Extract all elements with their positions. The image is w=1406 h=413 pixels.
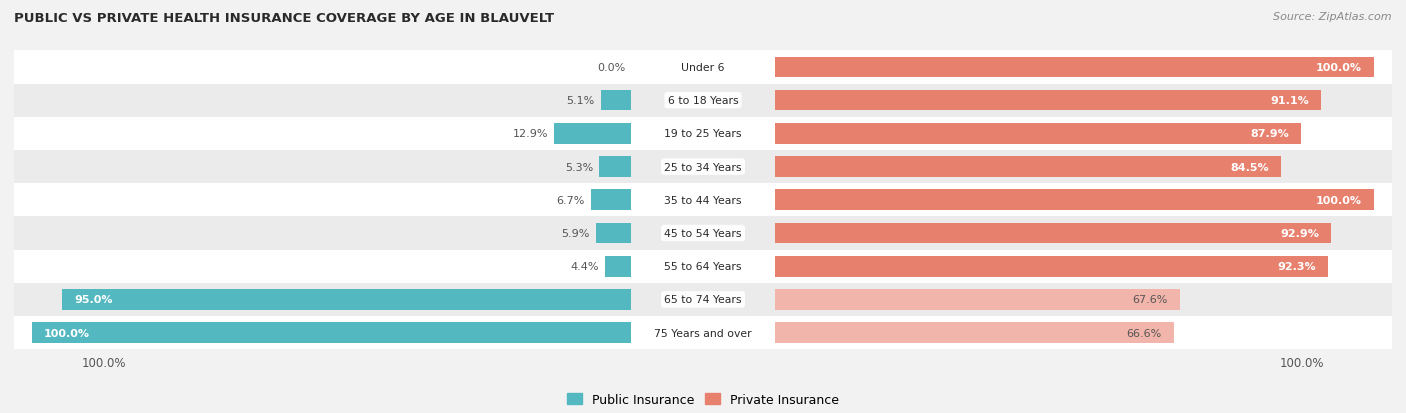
Text: PUBLIC VS PRIVATE HEALTH INSURANCE COVERAGE BY AGE IN BLAUVELT: PUBLIC VS PRIVATE HEALTH INSURANCE COVER… [14,12,554,25]
Text: 75 Years and over: 75 Years and over [654,328,752,338]
Bar [62,290,631,310]
Bar [775,157,1281,178]
Bar [14,117,1392,151]
Text: 25 to 34 Years: 25 to 34 Years [664,162,742,172]
Text: 95.0%: 95.0% [75,295,112,305]
Bar [14,151,1392,184]
Text: 65 to 74 Years: 65 to 74 Years [664,295,742,305]
Text: 6 to 18 Years: 6 to 18 Years [668,96,738,106]
Text: 84.5%: 84.5% [1230,162,1270,172]
Text: 100.0%: 100.0% [1316,195,1362,205]
Bar [14,84,1392,117]
Text: 55 to 64 Years: 55 to 64 Years [664,261,742,272]
Text: 6.7%: 6.7% [557,195,585,205]
Text: 91.1%: 91.1% [1270,96,1309,106]
Bar [775,124,1302,144]
Bar [600,90,631,111]
Bar [14,217,1392,250]
Text: 92.9%: 92.9% [1281,228,1319,238]
Text: 5.9%: 5.9% [561,228,589,238]
Text: 100.0%: 100.0% [1316,63,1362,73]
Bar [775,256,1327,277]
Text: 5.1%: 5.1% [567,96,595,106]
Text: 87.9%: 87.9% [1251,129,1289,139]
Bar [775,90,1320,111]
Bar [775,290,1180,310]
Text: 66.6%: 66.6% [1126,328,1161,338]
Legend: Public Insurance, Private Insurance: Public Insurance, Private Insurance [562,388,844,411]
Bar [14,184,1392,217]
Bar [32,323,631,343]
Bar [775,190,1374,211]
Text: 92.3%: 92.3% [1277,261,1316,272]
Bar [14,283,1392,316]
Bar [775,57,1374,78]
Bar [599,157,631,178]
Text: Source: ZipAtlas.com: Source: ZipAtlas.com [1274,12,1392,22]
Bar [605,256,631,277]
Text: 35 to 44 Years: 35 to 44 Years [664,195,742,205]
Text: 45 to 54 Years: 45 to 54 Years [664,228,742,238]
Text: 100.0%: 100.0% [44,328,90,338]
Bar [554,124,631,144]
Bar [591,190,631,211]
Bar [14,51,1392,84]
Bar [775,223,1331,244]
Text: Under 6: Under 6 [682,63,724,73]
Bar [14,316,1392,349]
Bar [775,323,1174,343]
Text: 12.9%: 12.9% [512,129,548,139]
Text: 67.6%: 67.6% [1132,295,1168,305]
Text: 5.3%: 5.3% [565,162,593,172]
Bar [14,250,1392,283]
Text: 0.0%: 0.0% [598,63,626,73]
Text: 4.4%: 4.4% [571,261,599,272]
Text: 19 to 25 Years: 19 to 25 Years [664,129,742,139]
Bar [596,223,631,244]
